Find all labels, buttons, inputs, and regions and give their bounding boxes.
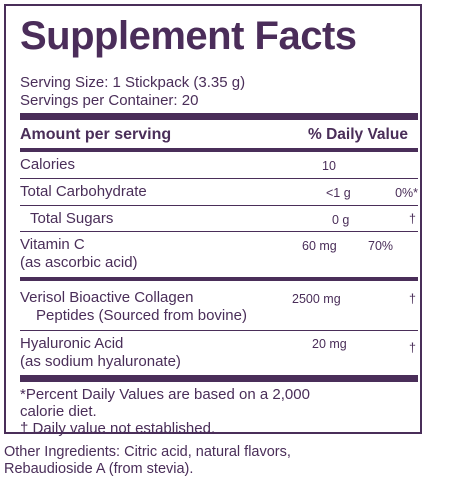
supplement-facts-panel: Supplement Facts Serving Size: 1 Stickpa… xyxy=(4,4,422,437)
nutrient-name: Hyaluronic Acid xyxy=(20,335,124,352)
thick-divider xyxy=(20,113,418,120)
row-divider xyxy=(20,178,418,179)
serving-size: Serving Size: 1 Stickpack (3.35 g) xyxy=(20,74,246,91)
nutrient-sub: (as sodium hyaluronate) xyxy=(20,353,181,370)
nutrient-sub: (as ascorbic acid) xyxy=(20,254,138,271)
row-divider xyxy=(20,231,418,232)
nutrient-amount: 60 mg xyxy=(302,239,337,253)
nutrient-amount: <1 g xyxy=(326,186,351,200)
nutrient-dv: 0%* xyxy=(395,186,418,200)
footnote-percent-dv-cont: calorie diet. xyxy=(20,403,97,420)
row-divider xyxy=(20,205,418,206)
nutrient-dv: 70% xyxy=(368,239,394,253)
section-divider xyxy=(20,277,418,281)
nutrient-name: Vitamin C xyxy=(20,236,85,253)
daily-value-header: % Daily Value xyxy=(308,126,408,143)
amount-per-serving-header: Amount per serving xyxy=(20,126,172,143)
nutrient-name: Total Sugars xyxy=(30,210,114,227)
servings-per-container: Servings per Container: 20 xyxy=(20,92,199,109)
nutrient-amount: 2500 mg xyxy=(292,292,341,306)
nutrient-amount: 10 xyxy=(322,159,336,173)
nutrient-name: Calories xyxy=(20,156,76,173)
header-divider xyxy=(20,148,418,152)
other-ingredients-line-1: Other Ingredients: Citric acid, natural … xyxy=(4,444,291,460)
nutrient-sub: Peptides (Sourced from bovine) xyxy=(36,307,247,324)
nutrient-dv: † xyxy=(409,212,416,226)
row-divider xyxy=(20,330,418,331)
nutrient-name: Total Carbohydrate xyxy=(20,183,147,200)
footnote-daily-value: † Daily value not established. xyxy=(20,420,216,437)
nutrient-amount: 0 g xyxy=(332,213,350,227)
nutrient-dv: † xyxy=(409,292,416,306)
nutrient-amount: 20 mg xyxy=(312,337,347,351)
nutrient-dv: † xyxy=(409,341,416,355)
nutrient-name: Verisol Bioactive Collagen xyxy=(20,289,194,306)
other-ingredients-line-2: Rebaudioside A (from stevia). xyxy=(4,461,194,477)
thick-divider xyxy=(20,375,418,382)
panel-title: Supplement Facts xyxy=(20,14,357,58)
footnote-percent-dv: *Percent Daily Values are based on a 2,0… xyxy=(20,386,310,403)
other-ingredients: Other Ingredients: Citric acid, natural … xyxy=(4,444,291,478)
